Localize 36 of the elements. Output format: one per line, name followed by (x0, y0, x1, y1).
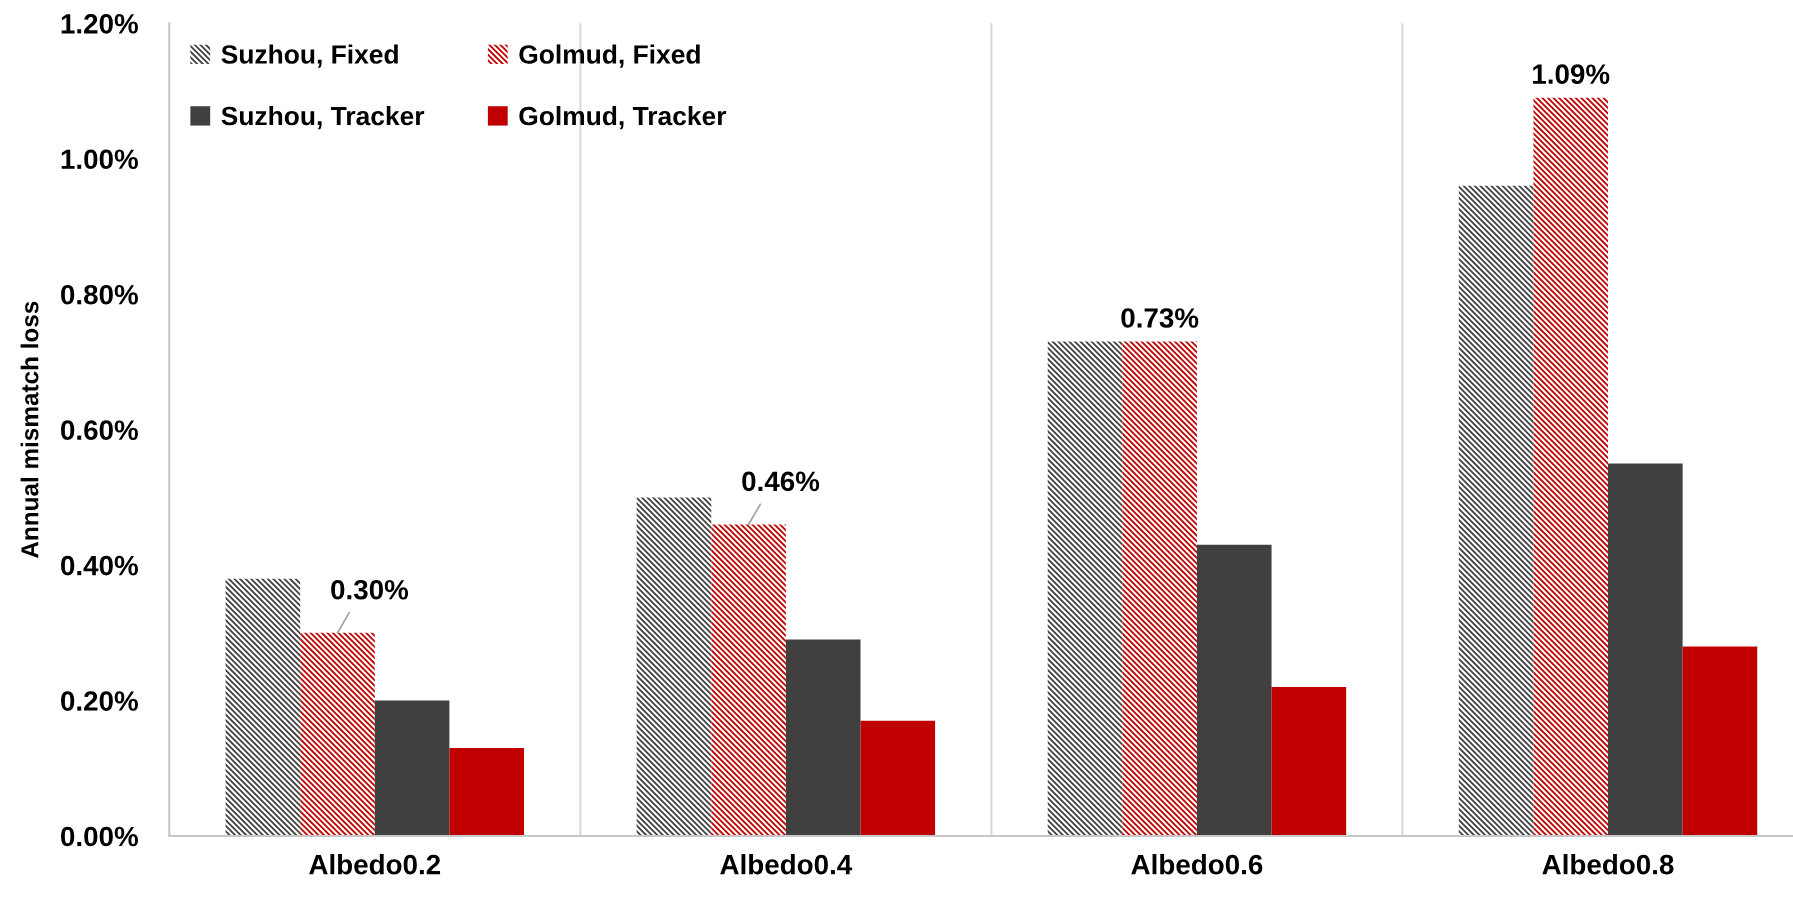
legend-label: Suzhou, Fixed (221, 44, 398, 68)
bar (1682, 646, 1758, 836)
bar (1047, 341, 1123, 836)
bar (1122, 341, 1197, 836)
bar (636, 497, 712, 836)
data-label: 0.46% (742, 471, 820, 492)
data-label: 1.09% (1533, 64, 1610, 84)
y-tick-label: 0.60% (61, 420, 138, 440)
bar (374, 700, 450, 836)
x-tick-label: Albedo0.8 (1542, 854, 1674, 875)
y-tick-label: 1.00% (61, 149, 138, 170)
bar (860, 720, 936, 836)
x-tick-label: Albedo0.6 (1131, 854, 1263, 875)
bar (1533, 97, 1609, 836)
bar (449, 747, 525, 836)
y-tick-label: 0.00% (61, 826, 138, 847)
x-tick-label: Albedo0.4 (720, 854, 853, 875)
legend-label: Suzhou, Tracker (221, 105, 425, 130)
legend-label: Golmud, Fixed (519, 44, 700, 68)
legend-label: Golmud, Tracker (519, 105, 727, 130)
bar (785, 639, 861, 836)
bar (1608, 463, 1683, 836)
bar (300, 632, 375, 836)
y-tick-label: 0.40% (61, 555, 138, 576)
y-tick-label: 0.80% (61, 284, 138, 305)
bar (1196, 544, 1272, 836)
bar (711, 524, 786, 836)
x-tick-label: Albedo0.2 (309, 854, 441, 875)
y-tick-label: 0.20% (61, 691, 138, 711)
data-label: 0.73% (1121, 308, 1199, 328)
y-axis-title: Annual mismatch loss (20, 301, 39, 559)
data-label: 0.30% (331, 579, 409, 600)
bar (1271, 687, 1347, 836)
bar (1458, 185, 1534, 836)
y-tick-label: 1.20% (61, 13, 138, 34)
bar (225, 578, 301, 836)
